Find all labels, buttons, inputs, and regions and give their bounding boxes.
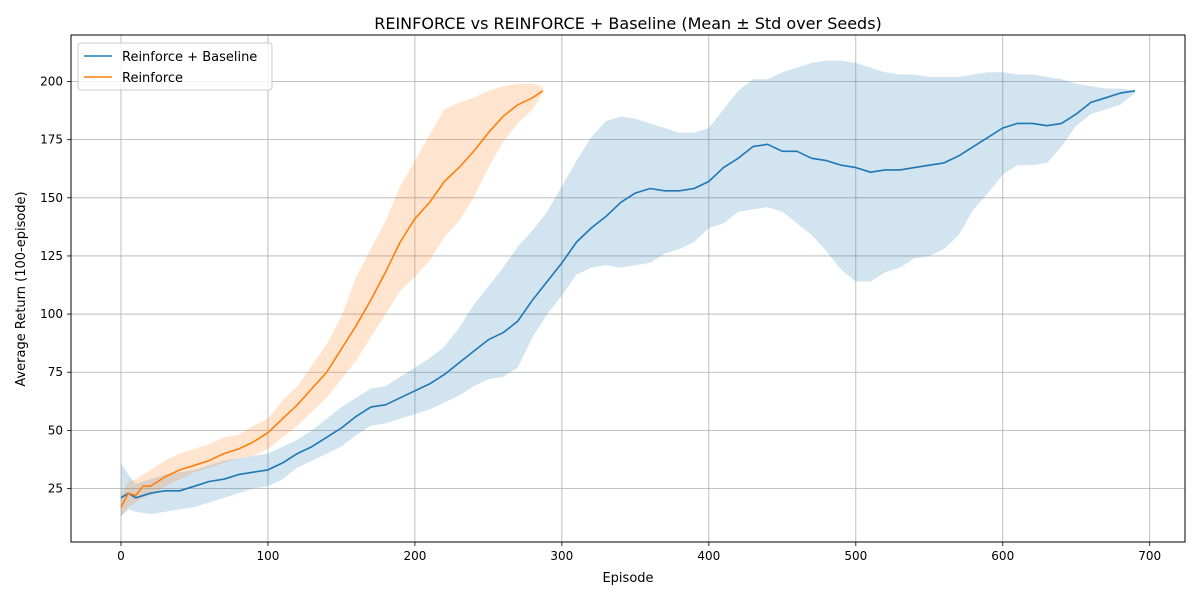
y-tick-label: 75 <box>48 365 63 379</box>
x-tick-label: 300 <box>550 549 573 563</box>
mean-line-reinforce <box>120 90 544 508</box>
legend: Reinforce + Baseline Reinforce <box>77 42 273 91</box>
std-band-reinforce-baseline <box>121 60 1135 517</box>
x-tick-label: 700 <box>1138 549 1161 563</box>
y-tick-label: 150 <box>40 191 63 205</box>
legend-box <box>77 42 273 91</box>
x-tick-label: 600 <box>991 549 1014 563</box>
legend-label-reinforce-baseline: Reinforce + Baseline <box>122 50 257 65</box>
chart-title: REINFORCE vs REINFORCE + Baseline (Mean … <box>374 14 882 33</box>
x-tick-label: 0 <box>117 549 125 563</box>
x-axis-label: Episode <box>602 571 653 586</box>
mean-line-reinforce-baseline <box>120 90 1136 499</box>
x-tick-label: 200 <box>403 549 426 563</box>
y-axis-label: Average Return (100-episode) <box>14 191 29 386</box>
x-tick-label: 400 <box>697 549 720 563</box>
ticks-layer: 0 100 200 300 400 500 600 700 25 50 75 100 125 150 175… <box>40 75 1161 563</box>
y-tick-label: 200 <box>40 75 63 89</box>
y-tick-label: 175 <box>40 133 63 147</box>
x-tick-label: 500 <box>844 549 867 563</box>
legend-label-reinforce: Reinforce <box>122 71 183 86</box>
lines-layer <box>120 90 1136 508</box>
plot-frame <box>70 34 1186 543</box>
y-tick-label: 125 <box>40 249 63 263</box>
y-tick-label: 50 <box>48 423 63 437</box>
x-tick-label: 100 <box>256 549 279 563</box>
y-tick-label: 100 <box>40 307 63 321</box>
y-tick-label: 25 <box>48 482 63 496</box>
